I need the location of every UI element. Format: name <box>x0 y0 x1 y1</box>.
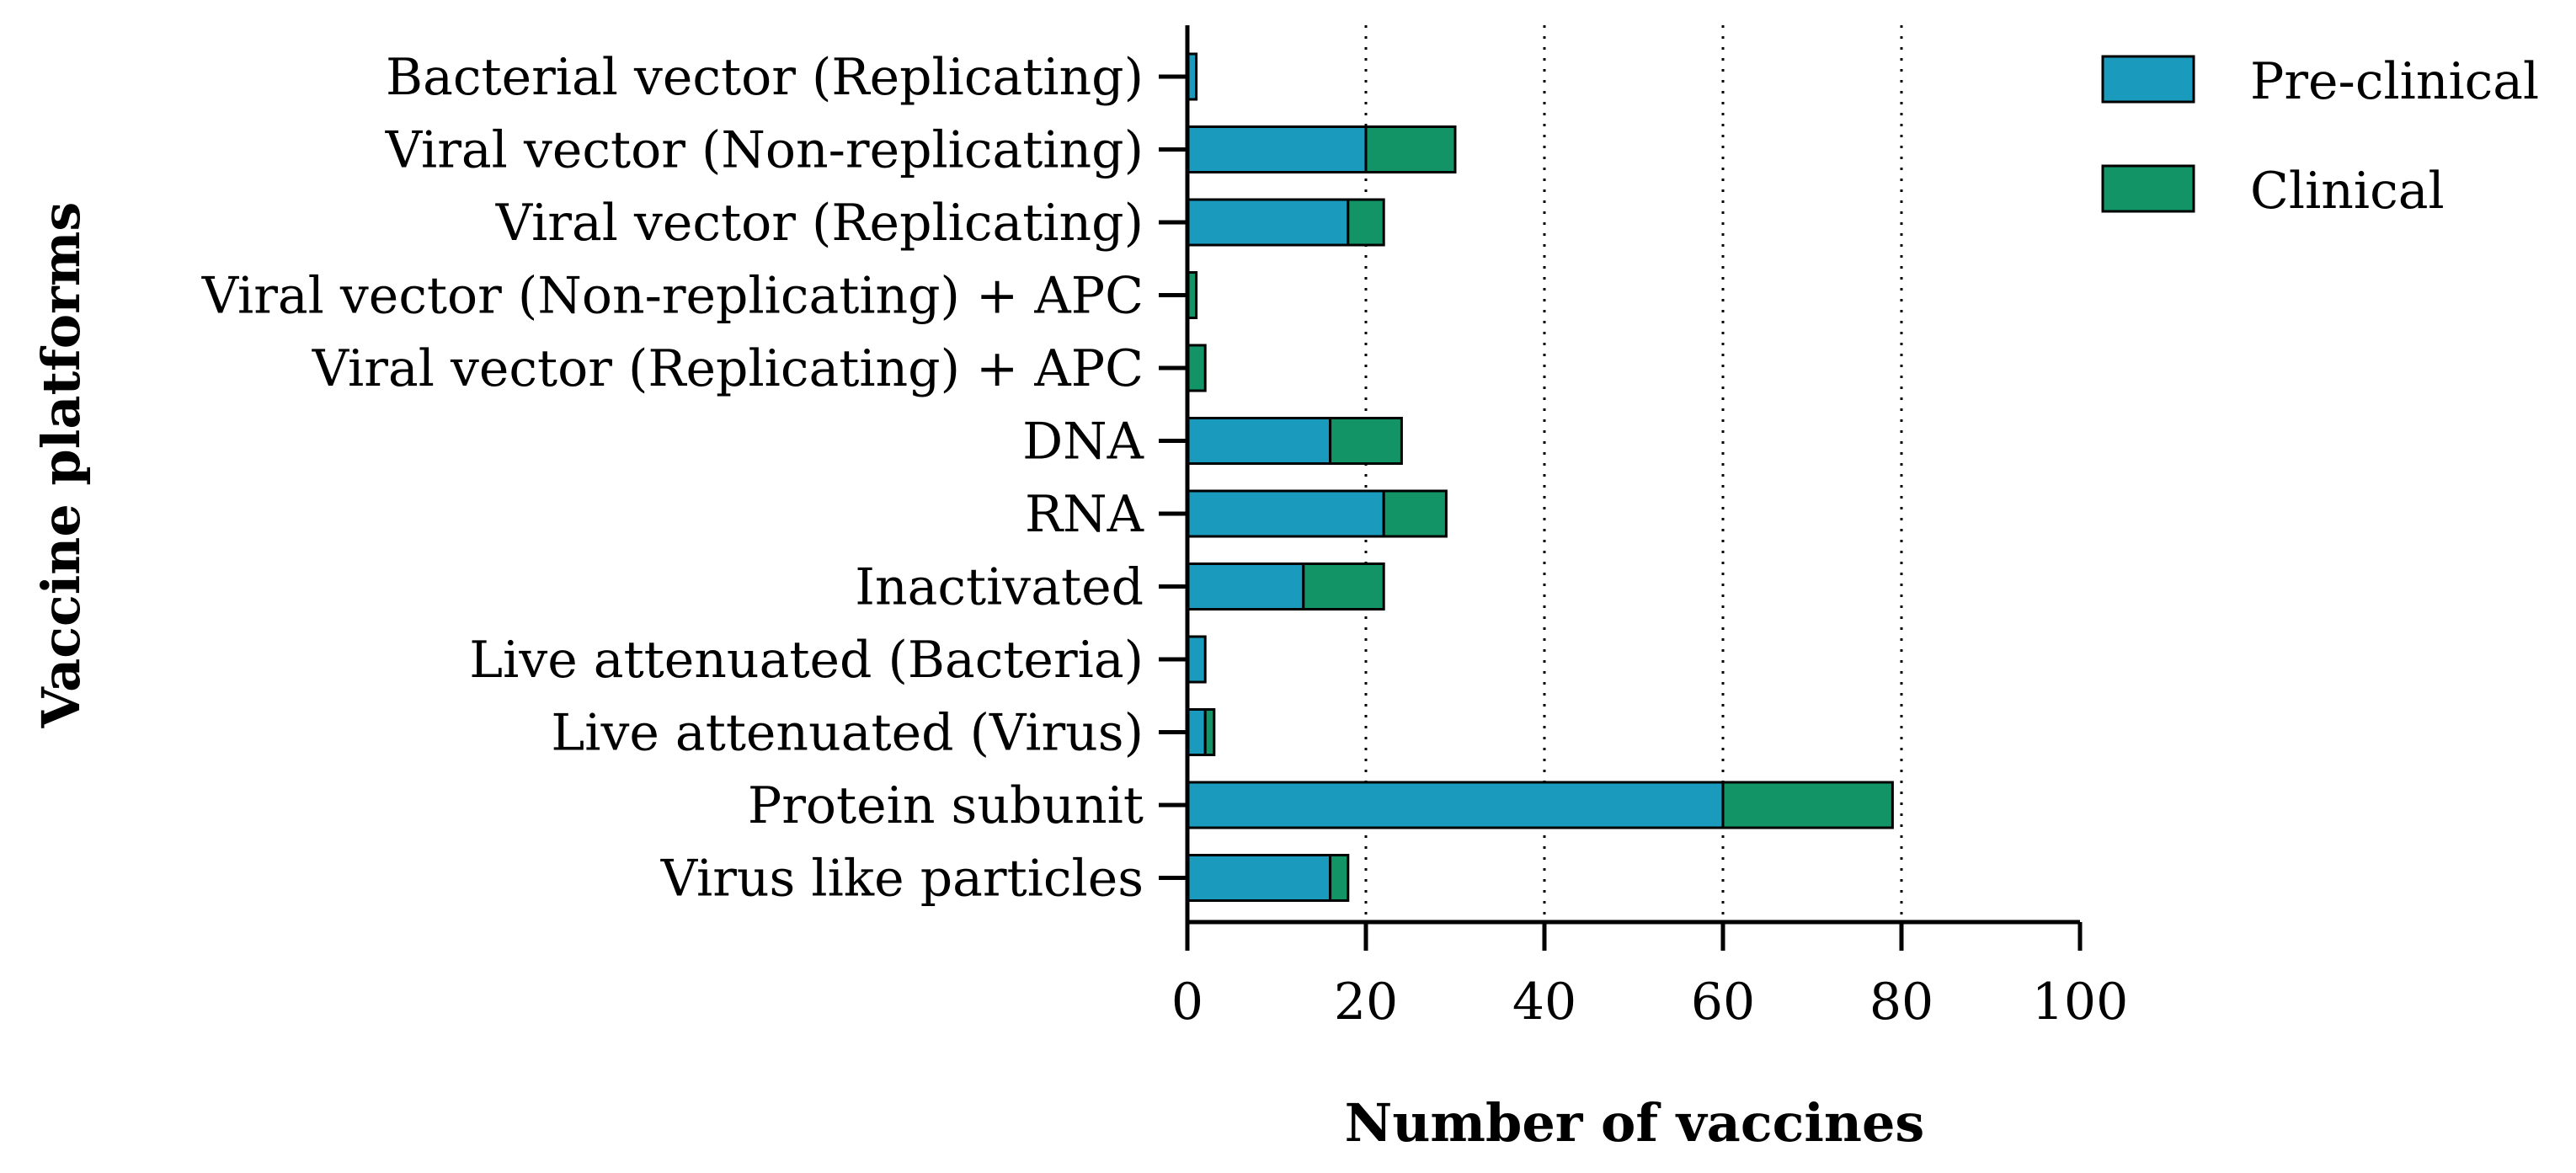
category-label-bacterial-vector-replicating: Bacterial vector (Replicating) <box>386 48 1144 107</box>
category-label-inactivated: Inactivated <box>855 558 1144 617</box>
bar-pre-clinical-dna <box>1186 417 1332 465</box>
bar-pre-clinical-inactivated <box>1186 563 1305 610</box>
bar-clinical-viral-vector-replicating-apc <box>1186 344 1207 392</box>
bar-pre-clinical-rna <box>1186 489 1385 538</box>
legend: Pre-clinical Clinical <box>2101 52 2539 221</box>
x-axis-title: Number of vaccines <box>1345 1092 1925 1154</box>
legend-swatch-clinical <box>2101 164 2195 213</box>
x-tick-label-20: 20 <box>1334 973 1398 1032</box>
category-labels: Bacterial vector (Replicating) Viral vect… <box>201 48 1144 909</box>
bar-clinical-dna <box>1329 417 1403 465</box>
category-label-viral-vector-replicating-apc: Viral vector (Replicating) + APC <box>312 339 1144 398</box>
bar-clinical-viral-vector-replicating <box>1347 198 1385 247</box>
category-label-dna: DNA <box>1022 413 1144 472</box>
bar-pre-clinical-live-attenuated-virus <box>1186 708 1207 756</box>
bar-clinical-rna <box>1382 489 1448 538</box>
bar-pre-clinical-live-attenuated-bacteria <box>1186 635 1207 684</box>
bar-clinical-virus-like-particles <box>1329 854 1350 902</box>
x-tick-labels: 0 20 40 60 80 100 <box>1171 973 2128 1032</box>
bar-pre-clinical-viral-vector-replicating <box>1186 198 1350 247</box>
category-label-live-attenuated-bacteria: Live attenuated (Bacteria) <box>469 631 1144 690</box>
x-tick-label-0: 0 <box>1171 973 1203 1032</box>
x-tick-label-60: 60 <box>1691 973 1755 1032</box>
category-label-viral-vector-non-replicating-apc: Viral vector (Non-replicating) + APC <box>201 267 1144 326</box>
bar-pre-clinical-protein-subunit <box>1186 781 1725 829</box>
y-axis-title: Vaccine platforms <box>30 202 92 729</box>
category-label-viral-vector-replicating: Viral vector (Replicating) <box>495 194 1144 253</box>
bar-clinical-protein-subunit <box>1721 781 1894 829</box>
bar-clinical-inactivated <box>1302 563 1385 610</box>
x-tick-label-80: 80 <box>1869 973 1933 1032</box>
bars <box>1186 52 1894 902</box>
legend-label-pre-clinical: Pre-clinical <box>2250 52 2539 111</box>
x-tick-label-40: 40 <box>1512 973 1576 1032</box>
category-label-virus-like-particles: Virus like particles <box>660 850 1144 909</box>
legend-label-clinical: Clinical <box>2250 162 2445 221</box>
category-label-rna: RNA <box>1025 485 1144 544</box>
bar-clinical-viral-vector-non-replicating <box>1364 125 1457 173</box>
bar-pre-clinical-virus-like-particles <box>1186 854 1332 902</box>
x-tick-label-100: 100 <box>2032 973 2129 1032</box>
category-label-live-attenuated-virus: Live attenuated (Virus) <box>551 704 1144 763</box>
bar-clinical-live-attenuated-virus <box>1203 708 1216 756</box>
legend-swatch-pre-clinical <box>2101 55 2195 104</box>
axes <box>1159 25 2083 951</box>
category-label-protein-subunit: Protein subunit <box>748 776 1144 835</box>
category-label-viral-vector-non-replicating: Viral vector (Non-replicating) <box>385 121 1144 180</box>
bar-pre-clinical-viral-vector-non-replicating <box>1186 125 1368 173</box>
